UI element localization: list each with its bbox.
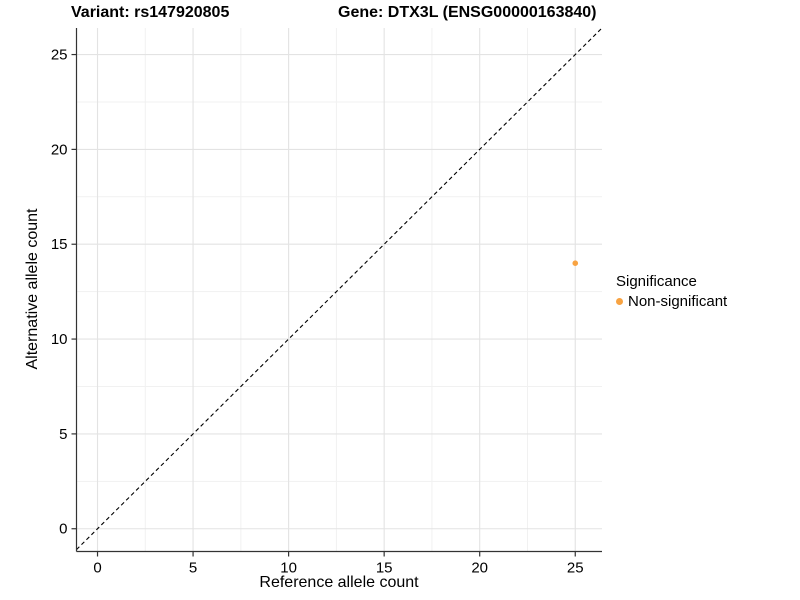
legend-title: Significance (616, 273, 697, 290)
data-point (572, 260, 579, 266)
y-tick-label: 10 (51, 331, 68, 348)
x-axis-title: Reference allele count (259, 574, 419, 591)
legend-point-icon (616, 298, 623, 305)
y-tick-label: 20 (51, 141, 68, 158)
x-tick-label: 25 (567, 560, 584, 577)
y-tick-label: 15 (51, 236, 68, 253)
legend-item-non-significant: Non-significant (616, 292, 727, 311)
x-tick-label: 15 (376, 560, 393, 577)
legend: Significance Non-significant (616, 272, 727, 311)
plot-title-variant: Variant: rs147920805 (71, 4, 230, 21)
legend-item-label: Non-significant (628, 293, 728, 310)
x-tick-label: 10 (280, 560, 297, 577)
x-tick-label: 0 (93, 560, 101, 577)
x-tick-label: 5 (189, 560, 197, 577)
y-tick-label: 0 (59, 521, 67, 538)
identity-dashed-line (76, 27, 603, 550)
y-tick-label: 25 (51, 47, 68, 64)
y-axis-title: Alternative allele count (24, 208, 41, 370)
plot-title-gene: Gene: DTX3L (ENSG00000163840) (338, 4, 597, 21)
x-tick-label: 20 (471, 560, 488, 577)
y-tick-label: 5 (59, 426, 67, 443)
